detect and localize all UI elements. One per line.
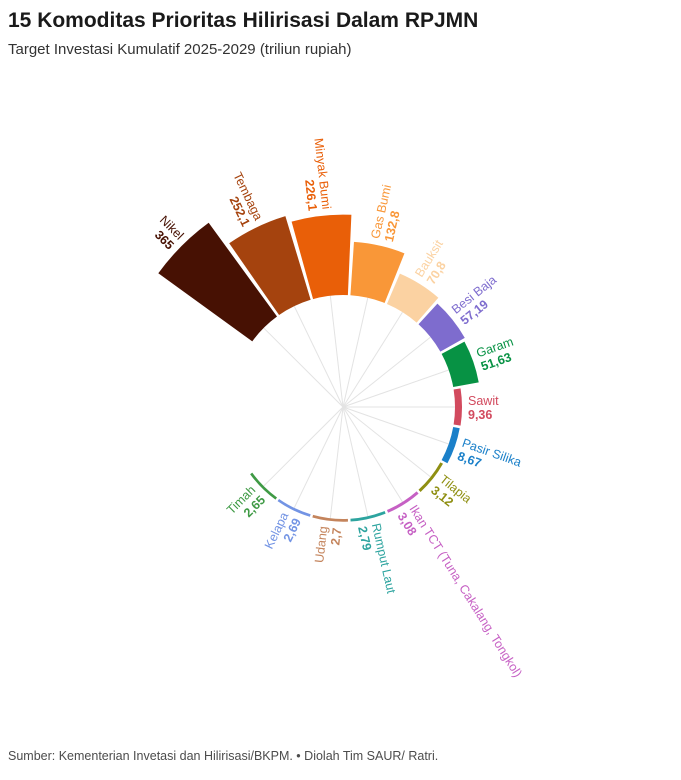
spoke-rumput-laut <box>342 406 369 517</box>
bar-tembaga[interactable] <box>229 216 311 316</box>
spoke-ikan-tct <box>342 406 403 503</box>
spoke-kelapa <box>293 406 344 509</box>
label-kelapa: Kelapa2,69 <box>262 510 304 557</box>
bar-pasir-silika[interactable] <box>441 427 460 464</box>
bar-udang[interactable] <box>312 514 348 522</box>
bar-besi-baja[interactable] <box>418 303 465 352</box>
label-tembaga: Tembaga252,1 <box>218 170 266 229</box>
source-note: Sumber: Kementerian Invetasi dan Hiliris… <box>8 749 439 763</box>
label-udang: Udang2,7 <box>312 525 344 565</box>
label-timah: Timah2,65 <box>224 483 268 527</box>
bar-bauksit[interactable] <box>386 273 439 323</box>
page-title: 15 Komoditas Prioritas Hilirisasi Dalam … <box>8 9 479 32</box>
spoke-timah <box>263 406 344 487</box>
spoke-tembaga <box>293 305 344 408</box>
label-sawit: Sawit 9,36 <box>468 394 499 422</box>
page-subtitle: Target Investasi Kumulatif 2025-2029 (tr… <box>8 41 352 59</box>
bar-timah[interactable] <box>250 472 278 500</box>
label-besi-baja: Besi Baja57,19 <box>449 273 508 328</box>
header: 15 Komoditas Prioritas Hilirisasi Dalam … <box>8 8 673 58</box>
bar-kelapa[interactable] <box>277 498 311 517</box>
label-rumput-laut: Rumput Laut2,79 <box>355 522 398 599</box>
spoke-bauksit <box>342 311 403 408</box>
label-ikan-tct: Ikan TCT (Tuna, Cakalang, Tongkol)3,08 <box>395 503 525 688</box>
spoke-besi-baja <box>342 336 431 408</box>
spoke-pasir-silika <box>342 406 449 445</box>
label-tilapia: Tilapia3,12 <box>428 472 474 517</box>
label-bauksit: Bauksit70,8 <box>412 237 458 287</box>
bar-sawit[interactable] <box>453 388 463 426</box>
label-pasir-silika: Pasir Silika8,67 <box>456 436 524 483</box>
label-minyak-bumi: Minyak Bumi226,1 <box>298 137 334 211</box>
bar-garam[interactable] <box>441 341 479 387</box>
bars <box>158 214 479 522</box>
label-nikel: Nikel365 <box>147 213 186 252</box>
spoke-tilapia <box>342 406 431 478</box>
bar-ikan-tct[interactable] <box>386 491 419 513</box>
bar-gas-bumi[interactable] <box>350 241 405 304</box>
bar-nikel[interactable] <box>158 222 278 342</box>
bar-tilapia[interactable] <box>418 462 444 492</box>
spoke-minyak-bumi <box>329 295 344 408</box>
spoke-garam <box>342 369 449 408</box>
spoke-gas-bumi <box>342 297 369 408</box>
bar-minyak-bumi[interactable] <box>291 214 352 300</box>
bar-rumput-laut[interactable] <box>350 510 386 522</box>
spoke-udang <box>329 406 344 519</box>
label-gas-bumi: Gas Bumi132,8 <box>368 183 407 243</box>
spoke-nikel <box>263 327 344 408</box>
label-garam: Garam51,63 <box>475 335 520 374</box>
spokes <box>263 295 455 519</box>
